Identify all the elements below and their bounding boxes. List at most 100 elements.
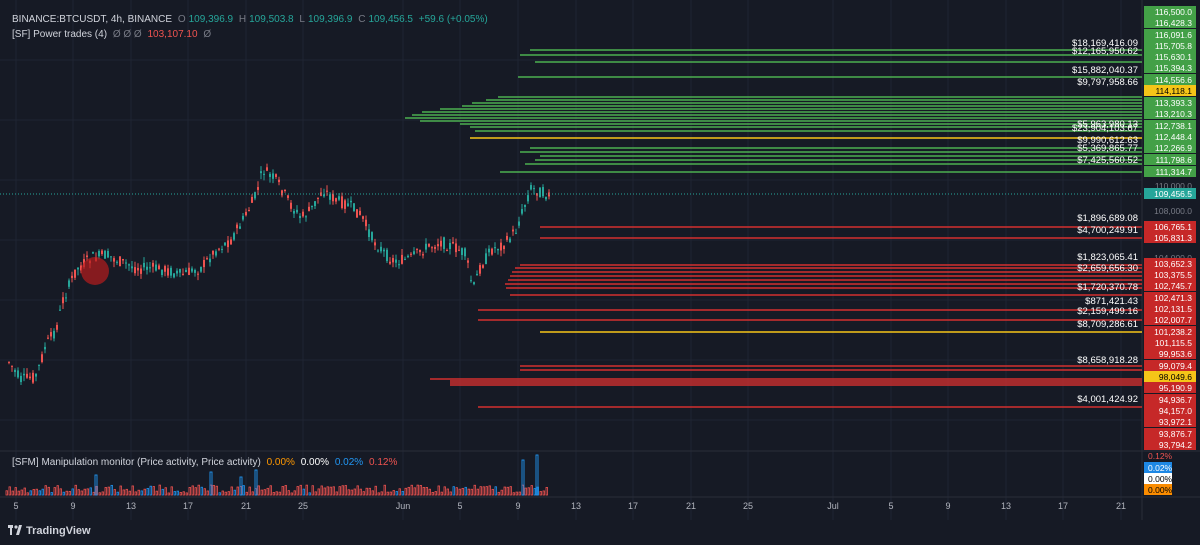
oscillator-bar xyxy=(473,484,476,496)
candle-body xyxy=(161,269,163,275)
price-tick-label: 111,314.7 xyxy=(1155,167,1192,177)
candle-body xyxy=(524,204,526,207)
candle-body xyxy=(464,248,466,257)
osc-tick-label: 0.00% xyxy=(1148,485,1173,495)
oscillator-bar xyxy=(359,488,362,496)
candle-body xyxy=(542,187,544,197)
price-tag-bg xyxy=(1144,6,1196,17)
candle-body xyxy=(287,195,289,198)
price-tag-bg xyxy=(1144,232,1196,243)
candle-body xyxy=(80,265,82,271)
oscillator-bar xyxy=(263,489,266,496)
candle-body xyxy=(170,267,172,276)
oscillator-bar xyxy=(8,486,11,496)
price-tick-label: 116,428.3 xyxy=(1155,18,1192,28)
candle-body xyxy=(374,242,376,246)
candle-body xyxy=(86,255,88,258)
candle-body xyxy=(179,268,181,273)
oscillator-bar xyxy=(449,491,452,496)
manipulation-monitor-legend[interactable]: [SFM] Manipulation monitor (Price activi… xyxy=(12,457,398,468)
oscillator-bar xyxy=(461,487,464,496)
oscillator-bar xyxy=(440,491,443,496)
candle-body xyxy=(26,373,28,378)
candle-body xyxy=(266,167,268,171)
candle-body xyxy=(122,259,124,261)
time-tick-label: 13 xyxy=(571,501,581,511)
candle-body xyxy=(272,173,274,179)
oscillator-bar xyxy=(146,488,149,496)
price-tick-label: 101,115.5 xyxy=(1155,338,1192,348)
oscillator-bar xyxy=(452,486,455,496)
price-tag-bg xyxy=(1144,405,1196,416)
green-level-label: $5,963,980.13 xyxy=(1077,119,1138,130)
oscillator-bar xyxy=(101,491,104,496)
candle-body xyxy=(242,215,244,220)
price-tick-label: 99,079.4 xyxy=(1159,361,1192,371)
candle-body xyxy=(503,246,505,250)
oscillator-bar xyxy=(356,485,359,496)
oscillator-bar xyxy=(143,488,146,496)
candle-body xyxy=(527,195,529,202)
oscillator-bar xyxy=(410,484,413,496)
price-tick-label: 93,794.2 xyxy=(1159,440,1192,450)
candle-body xyxy=(104,250,106,259)
price-tag-bg xyxy=(1144,221,1196,232)
candle-body xyxy=(173,273,175,278)
candle-body xyxy=(263,173,265,175)
oscillator-bar xyxy=(317,488,320,496)
time-tick-label: 9 xyxy=(945,501,950,511)
osc-tick-label: 0.00% xyxy=(1148,474,1173,484)
price-tag-bg xyxy=(1144,258,1196,269)
red-level-label: $1,823,065.41 xyxy=(1077,252,1138,263)
time-tick-label: 17 xyxy=(183,501,193,511)
candle-body xyxy=(344,200,346,209)
oscillator-bar xyxy=(17,490,20,496)
time-tick-label: Jul xyxy=(827,501,839,511)
power-trades-legend[interactable]: [SF] Power trades (4) Ø Ø Ø 103,107.10 Ø xyxy=(12,29,212,40)
oscillator-bar xyxy=(281,486,284,496)
oscillator-bar xyxy=(404,487,407,496)
red-level-label: $8,709,286.61 xyxy=(1077,319,1138,330)
time-tick-label: 5 xyxy=(888,501,893,511)
candle-body xyxy=(98,251,100,257)
oscillator-bar xyxy=(245,491,248,496)
oscillator-bar xyxy=(278,491,281,496)
candle-body xyxy=(476,273,478,276)
red-level-label: $1,896,689.08 xyxy=(1077,213,1138,224)
oscillator-bar xyxy=(389,491,392,496)
candle-body xyxy=(251,197,253,203)
osc-tag-bg xyxy=(1144,473,1172,484)
oscillator-bar xyxy=(308,492,311,496)
time-tick-label: 9 xyxy=(515,501,520,511)
oscillator-bar xyxy=(125,488,128,496)
candle-body xyxy=(8,361,10,363)
candle-body xyxy=(152,262,154,267)
oscillator-bar xyxy=(26,492,29,496)
oscillator-bar xyxy=(242,485,245,496)
candle-body xyxy=(377,250,379,252)
candle-body xyxy=(407,255,409,258)
oscillator-bar xyxy=(353,488,356,496)
oscillator-bar xyxy=(152,486,155,496)
candle-body xyxy=(155,264,157,271)
candle-body xyxy=(506,235,508,240)
time-tick-label: 21 xyxy=(241,501,251,511)
green-level-label: $15,882,040.37 xyxy=(1072,65,1138,76)
candle-body xyxy=(92,252,94,254)
price-tag-bg xyxy=(1144,337,1196,348)
osc-tick-label: 0.02% xyxy=(1148,463,1173,473)
red-level-label: $871,421.43 xyxy=(1085,296,1138,307)
candle-body xyxy=(422,254,424,256)
candle-body xyxy=(191,268,193,272)
oscillator-bar xyxy=(257,485,260,496)
candle-body xyxy=(245,211,247,216)
tradingview-logo-icon xyxy=(8,525,22,535)
candle-body xyxy=(389,261,391,264)
price-tick-label: 102,471.3 xyxy=(1154,293,1192,303)
time-tick-label: 25 xyxy=(743,501,753,511)
high-value: 109,503.8 xyxy=(249,14,294,25)
price-tag-bg xyxy=(1144,97,1196,108)
tradingview-logo[interactable]: TradingView xyxy=(8,524,91,537)
candle-body xyxy=(101,250,103,255)
